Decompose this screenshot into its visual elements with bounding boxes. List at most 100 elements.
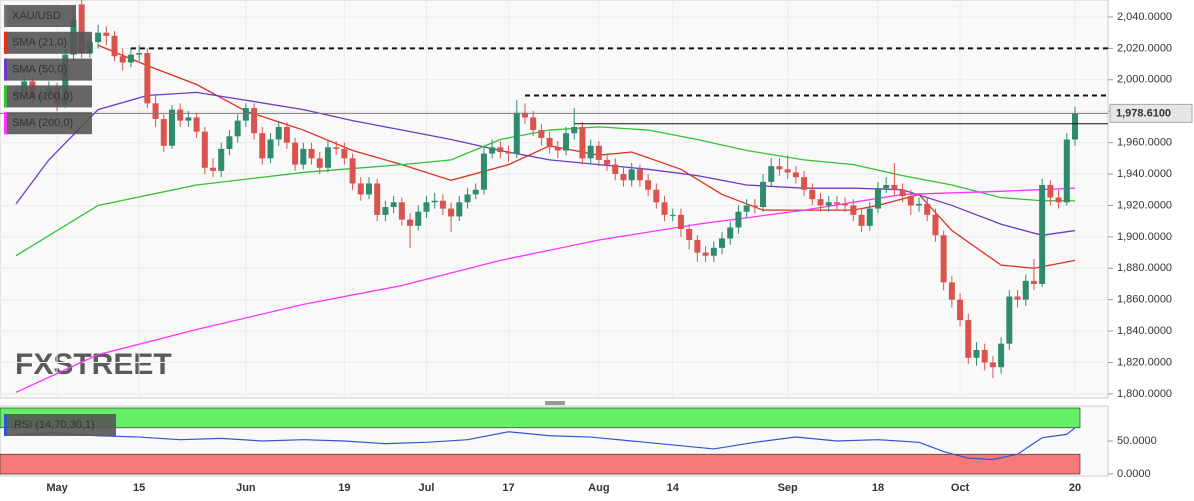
last-price-label: 1,978.6100 xyxy=(1116,107,1171,119)
candle-body xyxy=(661,202,668,215)
y-tick-label: 1,820.0000 xyxy=(1117,356,1172,368)
candle-body xyxy=(431,200,438,203)
candle-body xyxy=(858,214,865,226)
candle-body xyxy=(710,247,717,256)
legend-swatch xyxy=(4,112,7,135)
candle-body xyxy=(185,117,192,121)
y-tick-label: 1,900.0000 xyxy=(1117,231,1172,243)
candle-body xyxy=(965,320,972,358)
candle-body xyxy=(776,166,783,170)
price-panel xyxy=(0,0,1109,399)
y-tick-label: 1,840.0000 xyxy=(1117,325,1172,337)
rsi-line xyxy=(15,427,1076,461)
candle-body xyxy=(193,117,200,132)
candle-body xyxy=(719,238,725,248)
rsi-zone xyxy=(0,453,1081,475)
candle-body xyxy=(267,139,274,159)
candle-body xyxy=(505,152,512,154)
candle-body xyxy=(1047,185,1054,198)
candle-body xyxy=(842,203,849,206)
candle-body xyxy=(308,148,315,159)
candle-body xyxy=(357,183,364,195)
candle-body xyxy=(760,181,767,208)
candle-body xyxy=(792,172,799,178)
legend-swatch xyxy=(4,58,7,81)
candle-body xyxy=(78,4,85,54)
candle-body xyxy=(587,145,594,159)
candle-body xyxy=(439,200,446,209)
candle-body xyxy=(604,159,611,165)
x-tick-label: 17 xyxy=(502,482,514,494)
candle-body xyxy=(1030,280,1037,284)
candle-body xyxy=(677,214,684,229)
y-tick-label: 2,020.0000 xyxy=(1117,42,1172,54)
candle-body xyxy=(743,205,750,212)
candle-body xyxy=(1014,296,1021,300)
x-tick-label: 19 xyxy=(338,482,350,494)
legend-box[interactable] xyxy=(4,414,116,436)
candle-body xyxy=(874,188,881,209)
y-tick-label: 2,000.0000 xyxy=(1117,74,1172,86)
candle-body xyxy=(546,137,553,148)
candle-body xyxy=(645,180,652,190)
candle-body xyxy=(168,109,175,146)
candle-body xyxy=(398,202,405,220)
x-tick-label: 20 xyxy=(1069,482,1081,494)
candle-body xyxy=(907,196,914,206)
y-tick-label: 50.0000 xyxy=(1117,435,1157,447)
last-price-box xyxy=(1109,103,1193,123)
candle-body xyxy=(390,202,397,208)
y-tick-label: 1,800.0000 xyxy=(1117,388,1172,400)
candle-body xyxy=(727,227,734,239)
candle-body xyxy=(784,169,791,173)
candle-body xyxy=(464,194,471,203)
candle-body xyxy=(916,203,923,206)
candle-body xyxy=(234,120,241,137)
candle-body xyxy=(899,189,906,197)
legend-box[interactable] xyxy=(4,112,92,135)
candle-body xyxy=(981,349,988,363)
x-tick-label: Jul xyxy=(419,482,435,494)
candle-body xyxy=(579,126,586,159)
candle-body xyxy=(1006,296,1013,344)
candle-body xyxy=(103,32,110,36)
candle-body xyxy=(957,299,964,321)
legend-label: RSI (14,70,30,1) xyxy=(14,419,95,431)
candle-body xyxy=(768,166,775,182)
candle-body xyxy=(382,207,389,215)
legend-box[interactable] xyxy=(4,85,92,108)
sma-line xyxy=(15,187,1076,393)
candle-body xyxy=(218,148,225,171)
candle-body xyxy=(283,126,290,143)
candle-body xyxy=(694,239,701,253)
legend-label: SMA (100,0) xyxy=(12,90,73,102)
legend-box[interactable] xyxy=(4,31,92,54)
legend-swatch xyxy=(4,31,7,54)
legend-label: SMA (200,0) xyxy=(12,117,73,129)
panel-resize-handle[interactable] xyxy=(545,401,565,405)
candle-body xyxy=(554,147,561,151)
candle-body xyxy=(324,147,331,168)
candle-body xyxy=(341,148,348,159)
x-tick-label: Oct xyxy=(951,482,970,494)
candle-body xyxy=(177,109,184,121)
candle-body xyxy=(456,202,463,217)
candle-body xyxy=(636,169,643,181)
candle-body xyxy=(538,130,545,138)
rsi-zone xyxy=(0,407,1081,429)
candle-body xyxy=(448,208,455,217)
candle-body xyxy=(833,202,840,204)
candle-body xyxy=(201,131,208,168)
candle-body xyxy=(628,169,635,181)
legend-box[interactable] xyxy=(4,58,92,81)
candle-body xyxy=(136,53,143,55)
candle-body xyxy=(702,252,709,256)
candle-body xyxy=(825,202,832,206)
candle-body xyxy=(924,203,931,215)
candle-body xyxy=(620,174,627,181)
legend-box[interactable] xyxy=(4,5,76,27)
candle-body xyxy=(751,205,758,208)
candle-body xyxy=(480,153,487,190)
candle-body xyxy=(521,112,528,118)
